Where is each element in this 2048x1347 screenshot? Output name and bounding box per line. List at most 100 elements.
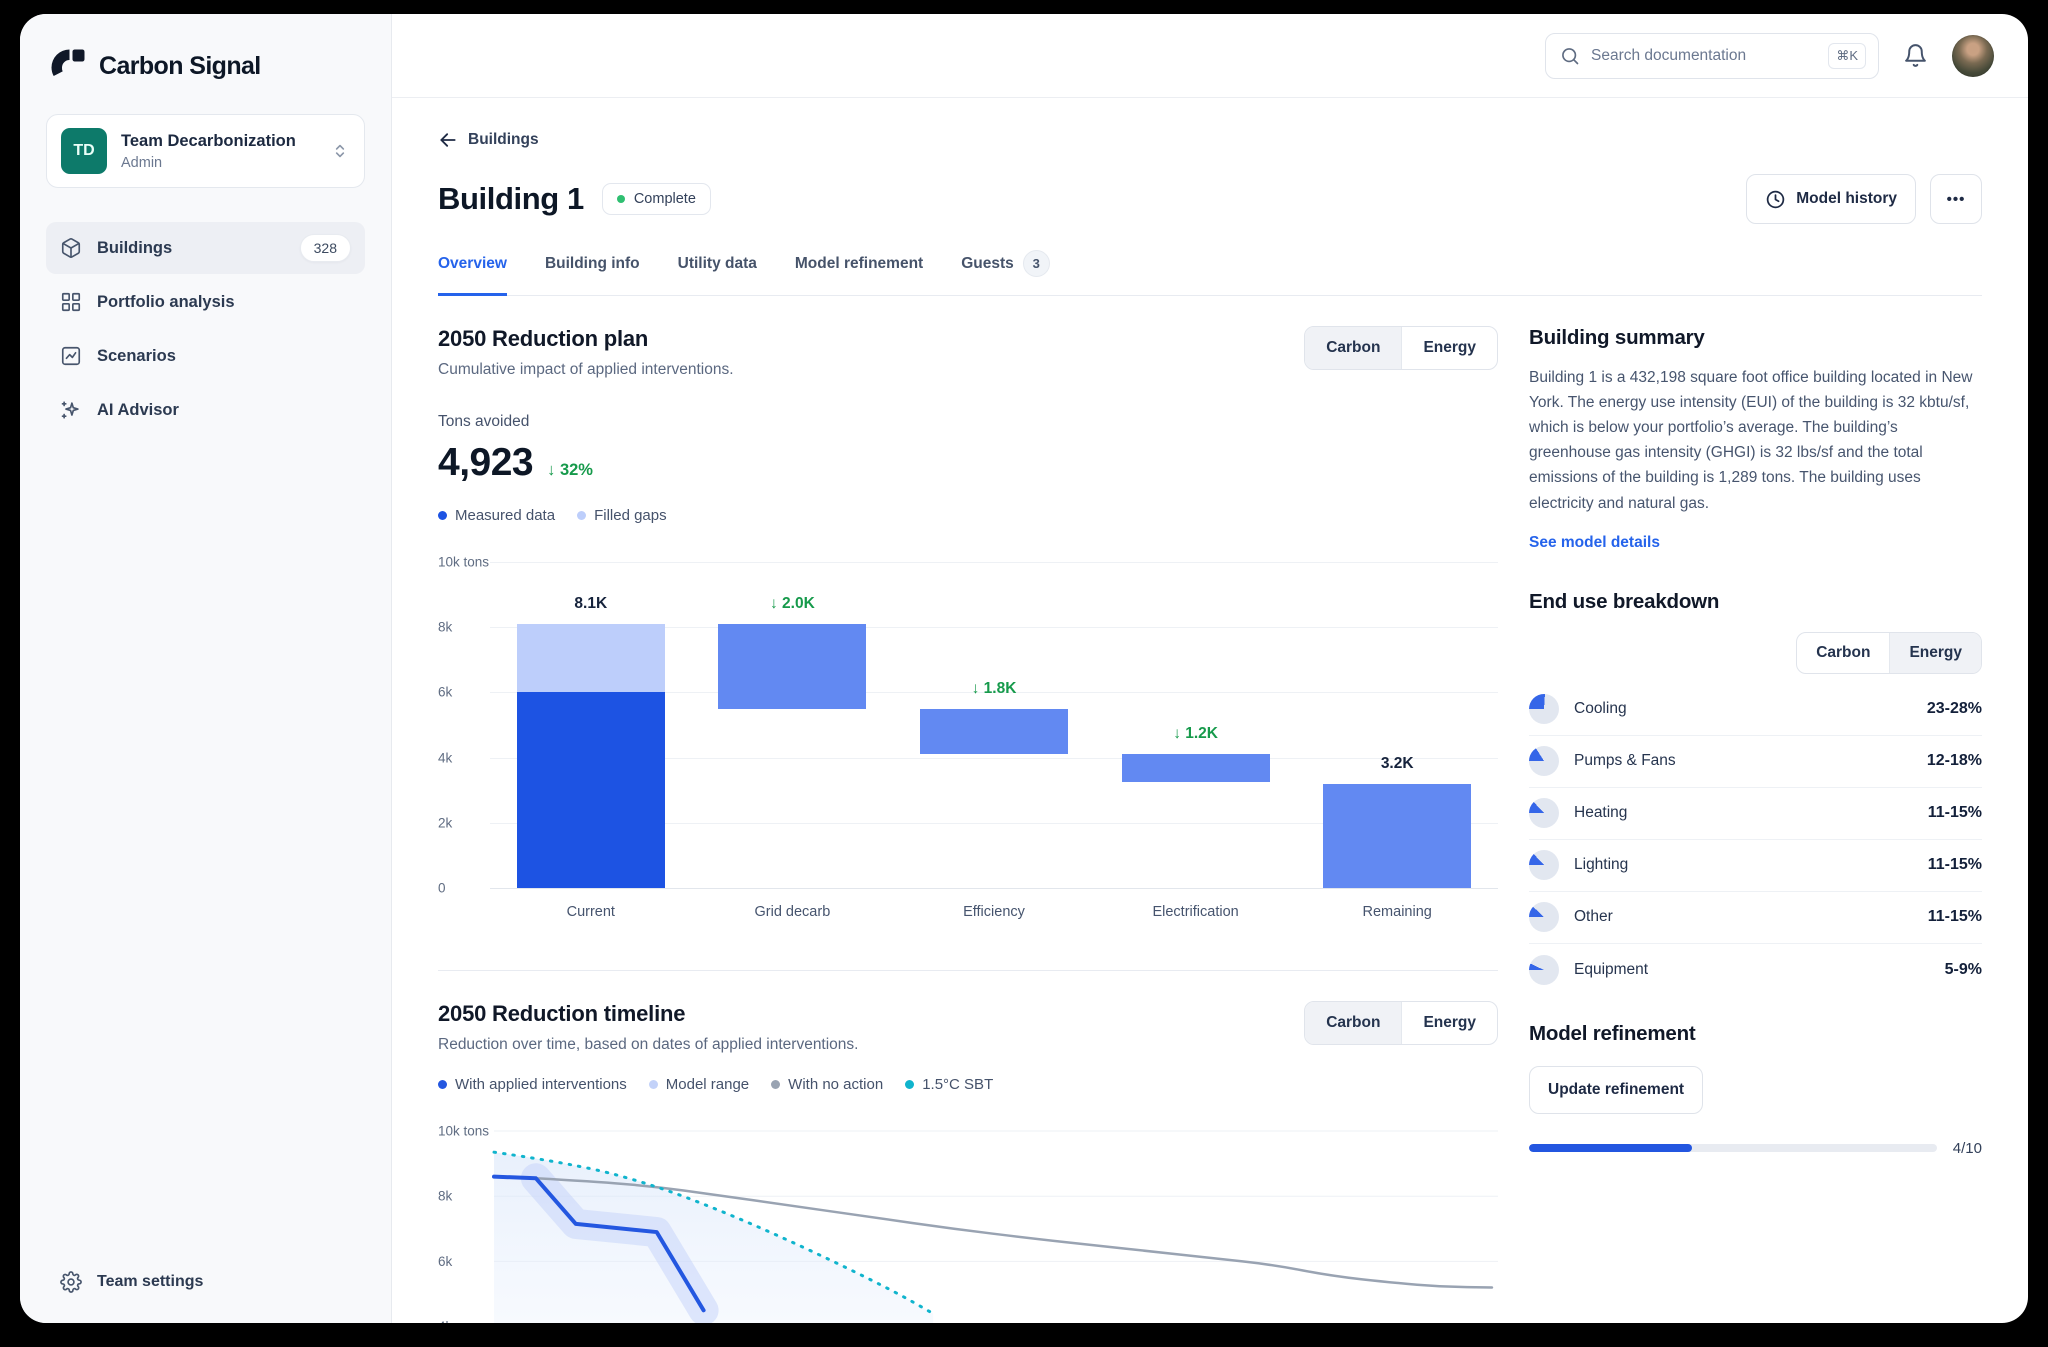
- bar-value-label: 8.1K: [574, 594, 608, 612]
- legend-dot-icon: [438, 511, 447, 520]
- carbon-signal-logo-icon: [51, 49, 85, 77]
- topbar: ⌘K: [392, 14, 2028, 98]
- building-summary-text: Building 1 is a 432,198 square foot offi…: [1529, 369, 1973, 512]
- more-options-button[interactable]: •••: [1930, 174, 1982, 224]
- arrow-left-icon: [438, 130, 458, 150]
- toggle-option-energy[interactable]: Energy: [1889, 632, 1981, 673]
- bar-value-label: ↓ 2.0K: [769, 594, 815, 612]
- end-use-row-pumps-fans: Pumps & Fans 12-18%: [1529, 736, 1982, 788]
- x-axis-label: Current: [566, 904, 615, 920]
- toggle-option-carbon[interactable]: Carbon: [1816, 643, 1871, 661]
- reduction-plan-title: 2050 Reduction plan: [438, 326, 649, 351]
- legend-label: 1.5°C SBT: [922, 1076, 994, 1093]
- tab-building-info[interactable]: Building info: [545, 250, 640, 296]
- legend-dot-icon: [648, 1080, 658, 1089]
- end-use-label: Cooling: [1574, 700, 1627, 718]
- end-use-row-cooling: Cooling 23-28%: [1529, 684, 1982, 736]
- status-dot-icon: [616, 195, 625, 203]
- clock-icon: [1765, 189, 1786, 210]
- summary-panel: Building summary Building 1 is a 432,198…: [1529, 296, 1982, 1157]
- end-use-row-lighting: Lighting 11-15%: [1529, 840, 1982, 892]
- pie-slice-icon: [1529, 902, 1559, 933]
- tab-label: Utility data: [677, 254, 757, 272]
- back-link[interactable]: Buildings: [438, 130, 539, 150]
- waterfall-chart: 10k tons 8k 6k 4k 2k 0 8.1K Current ↓ 2.0K Grid d…: [438, 548, 1498, 932]
- gridline: [490, 562, 1498, 563]
- legend-item: Filled gaps: [577, 507, 667, 524]
- waterfall-bar-segment: [516, 623, 665, 693]
- legend-item: With no action: [771, 1076, 883, 1093]
- see-model-details-link[interactable]: See model details: [1529, 533, 1660, 551]
- tab-model-refinement[interactable]: Model refinement: [795, 250, 923, 296]
- gridline: [490, 692, 1498, 694]
- tab-guests[interactable]: Guests 3: [961, 250, 1050, 296]
- end-use-label: Heating: [1574, 804, 1628, 822]
- tab-utility-data[interactable]: Utility data: [678, 250, 757, 296]
- pie-slice-icon: [1529, 798, 1559, 829]
- end-use-row-heating: Heating 11-15%: [1529, 788, 1982, 840]
- update-refinement-label: Update refinement: [1548, 1080, 1685, 1098]
- charts-column: 2050 Reduction plan Cumulative impact of…: [438, 296, 1498, 1323]
- sidebar-item-ai-advisor[interactable]: AI Advisor: [46, 384, 365, 436]
- end-use-label: Other: [1574, 908, 1613, 926]
- legend-label: Measured data: [455, 507, 556, 524]
- legend-dot-icon: [771, 1080, 781, 1089]
- x-axis-label: Remaining: [1362, 904, 1432, 920]
- end-use-rows: Cooling 23-28% Pumps & Fans 12-18% Heating 11…: [1529, 684, 1982, 996]
- gridline: [490, 627, 1498, 629]
- model-history-label: Model history: [1796, 190, 1897, 207]
- legend-dot-icon: [577, 511, 587, 520]
- scenario-chart-icon: [60, 345, 82, 367]
- sidebar-item-scenarios[interactable]: Scenarios: [46, 330, 365, 382]
- y-tick-label: 4k: [438, 750, 453, 766]
- toggle-option-energy[interactable]: Energy: [1401, 327, 1497, 369]
- sidebar: Carbon Signal TD Team Decarbonization Ad…: [20, 14, 392, 1323]
- page-content: Buildings Building 1 Complete Mod: [392, 98, 2028, 1323]
- team-switcher[interactable]: TD Team Decarbonization Admin: [46, 114, 365, 188]
- ellipsis-icon: •••: [1946, 190, 1966, 208]
- sidebar-item-buildings[interactable]: Buildings 328: [46, 222, 365, 274]
- pie-slice-icon: [1529, 746, 1559, 777]
- toggle-option-carbon[interactable]: Carbon: [1305, 1002, 1402, 1044]
- svg-text:10k tons: 10k tons: [438, 1124, 489, 1139]
- end-use-row-other: Other 11-15%: [1529, 892, 1982, 944]
- tab-label: Model refinement: [794, 254, 924, 272]
- notifications-bell-icon[interactable]: [1903, 43, 1928, 68]
- waterfall-legend: Measured data Filled gaps: [438, 507, 1498, 524]
- search-box[interactable]: ⌘K: [1545, 32, 1879, 79]
- update-refinement-button[interactable]: Update refinement: [1529, 1065, 1704, 1114]
- progress-fill: [1529, 1144, 1693, 1153]
- waterfall-bar-segment: [718, 623, 867, 709]
- model-refinement-title: Model refinement: [1529, 1021, 1696, 1045]
- reduction-timeline-subtitle: Reduction over time, based on dates of a…: [438, 1036, 859, 1053]
- end-use-row-equipment: Equipment 5-9%: [1529, 944, 1982, 996]
- sidebar-item-label: Portfolio analysis: [97, 292, 235, 311]
- gridline: [490, 888, 1498, 889]
- search-input[interactable]: [1591, 46, 1818, 65]
- user-avatar[interactable]: [1952, 34, 1994, 77]
- legend-item: Model range: [648, 1076, 749, 1093]
- pie-slice-icon: [1529, 850, 1559, 881]
- toggle-option-energy[interactable]: Energy: [1401, 1002, 1497, 1044]
- end-use-title: End use breakdown: [1529, 589, 1720, 613]
- end-use-value: 12-18%: [1926, 752, 1982, 770]
- progress-label: 4/10: [1952, 1139, 1982, 1157]
- page-title: Building 1: [438, 181, 584, 216]
- y-tick-label: 6k: [438, 684, 453, 700]
- gridline: [490, 822, 1498, 824]
- sidebar-item-team-settings[interactable]: Team settings: [46, 1271, 365, 1293]
- tab-overview[interactable]: Overview: [438, 250, 507, 296]
- waterfall-bar-segment: [516, 692, 665, 888]
- end-use-value: 5-9%: [1944, 960, 1982, 978]
- brand-logo: Carbon Signal: [46, 48, 365, 84]
- svg-text:6k: 6k: [438, 1254, 453, 1269]
- end-use-value: 11-15%: [1927, 804, 1982, 822]
- end-use-value: 23-28%: [1926, 700, 1982, 718]
- model-history-button[interactable]: Model history: [1746, 174, 1916, 224]
- reduction-plan-subtitle: Cumulative impact of applied interventio…: [438, 361, 734, 378]
- sidebar-item-portfolio-analysis[interactable]: Portfolio analysis: [46, 276, 365, 328]
- toggle-option-carbon[interactable]: Carbon: [1305, 327, 1402, 369]
- tab-label: Guests: [961, 254, 1014, 272]
- x-axis-label: Electrification: [1152, 904, 1239, 920]
